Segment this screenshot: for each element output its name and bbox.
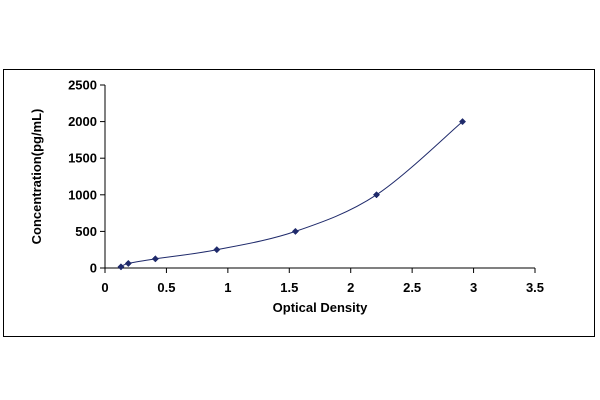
y-axis-ticks: 0 500 1000 1500 2000 2500 [68,78,105,276]
x-tick-label: 0.5 [157,280,175,295]
x-tick-label: 0 [101,280,108,295]
data-point [124,259,132,267]
x-tick-label: 1.5 [280,280,298,295]
data-point [458,118,467,126]
x-axis-title: Optical Density [273,300,368,315]
fit-curve [120,121,463,268]
data-point [151,255,159,263]
y-axis-title: Concentration(pg/mL) [29,109,44,245]
x-tick-label: 2.5 [403,280,421,295]
x-axis-ticks: 0 0.5 1 1.5 2 2.5 3 3.5 [101,268,544,295]
data-point [291,227,299,235]
x-tick-label: 3.5 [526,280,544,295]
y-tick-label: 1000 [68,187,97,202]
x-tick-label: 3 [470,280,477,295]
y-tick-label: 500 [75,224,97,239]
chart-frame [3,69,595,337]
y-tick-label: 2500 [68,78,97,93]
data-point [372,191,381,199]
data-points [117,118,467,271]
y-tick-label: 1500 [68,151,97,166]
data-point [213,246,221,254]
data-point [117,263,125,271]
x-tick-label: 1 [224,280,231,295]
y-tick-label: 2000 [68,114,97,129]
x-tick-label: 2 [347,280,354,295]
y-tick-label: 0 [90,261,97,276]
plot-area: 0 500 1000 1500 2000 2500 0 0.5 1 1.5 2 2.5 3 3.5 [68,78,544,296]
